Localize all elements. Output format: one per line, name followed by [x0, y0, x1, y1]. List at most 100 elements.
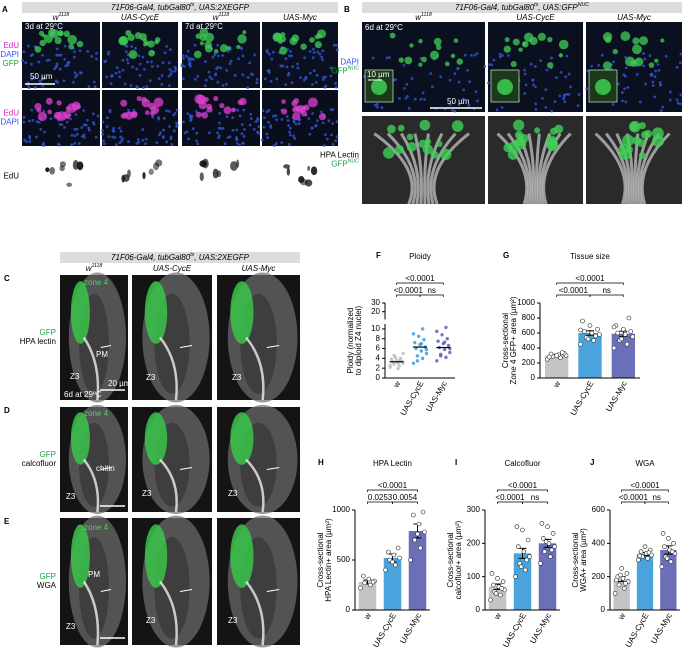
data-point [615, 330, 621, 336]
data-point [390, 559, 395, 565]
nucleus [287, 54, 291, 58]
nucleus [111, 135, 115, 139]
data-point [488, 597, 493, 603]
nucleus [297, 122, 301, 126]
edu-spot [49, 167, 56, 175]
nucleus [500, 106, 504, 109]
nucleus [186, 112, 190, 115]
micrograph [362, 116, 485, 205]
data-point [664, 556, 670, 561]
nucleus [141, 128, 145, 131]
cell [629, 121, 641, 133]
cell [318, 113, 326, 121]
row-label: DAPI [0, 118, 19, 127]
nucleus [308, 49, 312, 53]
cell [547, 36, 553, 43]
y-tick-label: 4 [376, 353, 381, 362]
nucleus [124, 50, 128, 54]
nucleus [292, 134, 296, 138]
nucleus [142, 86, 145, 89]
nucleus [59, 53, 63, 57]
nucleus [135, 67, 139, 71]
inset-cell [497, 79, 513, 95]
nucleus [109, 82, 113, 86]
nucleus [132, 108, 136, 112]
nucleus [231, 116, 235, 120]
data-point [420, 327, 425, 331]
nucleus [33, 85, 37, 89]
nucleus [642, 64, 646, 68]
y-tick-label: 400 [592, 538, 606, 547]
arrow [100, 467, 112, 470]
annotation: Z3 [70, 372, 80, 381]
bar [513, 553, 532, 610]
nucleus [257, 131, 261, 135]
panel-header-part: ts [534, 2, 538, 8]
nucleus [285, 65, 289, 69]
nucleus [118, 70, 121, 74]
column-label: UAS-CycE [121, 13, 160, 22]
cell [314, 41, 322, 49]
nucleus [261, 109, 265, 113]
nucleus [25, 140, 29, 144]
nucleus [577, 93, 581, 96]
nucleus [274, 142, 278, 145]
nucleus [219, 126, 223, 130]
cell [409, 43, 414, 48]
cell [660, 38, 665, 43]
nucleus [314, 124, 318, 127]
cell [237, 34, 247, 44]
column-label-part: UAS-Myc [283, 13, 317, 22]
micrograph [22, 90, 100, 147]
nucleus [265, 110, 269, 114]
edu-spot [45, 167, 50, 173]
data-point [645, 556, 650, 561]
nucleus [321, 121, 325, 125]
nucleus [219, 66, 223, 70]
annotation: zone 4 [84, 409, 109, 418]
data-point [611, 345, 617, 351]
data-point [545, 524, 550, 529]
timepoint: 3d at 29°C [25, 22, 63, 31]
lectin-strand [432, 132, 470, 205]
data-point [442, 340, 447, 344]
data-point [412, 537, 418, 543]
nucleus [207, 70, 211, 74]
micrograph [22, 148, 100, 205]
nucleus [185, 54, 188, 58]
p-value: <0.0001 [508, 481, 538, 490]
nucleus [284, 57, 288, 60]
cell [451, 120, 464, 132]
micrograph [217, 515, 300, 648]
x-tick-label: UAS-CycE [501, 612, 528, 650]
nucleus [144, 142, 147, 146]
nucleus [119, 129, 123, 133]
nucleus [335, 48, 339, 52]
nucleus [380, 106, 384, 110]
zone4 [70, 524, 90, 588]
scale-label: 10 µm [367, 70, 390, 79]
y-tick-label: 1000 [332, 505, 350, 514]
nucleus [311, 56, 315, 60]
nucleus [119, 135, 123, 139]
nucleus [555, 76, 558, 80]
data-point [547, 554, 553, 559]
data-point [397, 555, 402, 561]
nucleus [474, 90, 478, 94]
nucleus [189, 57, 193, 61]
cell [612, 48, 618, 55]
nucleus [195, 131, 199, 135]
nucleus [329, 66, 333, 70]
nucleus [53, 67, 57, 71]
cell [522, 41, 529, 48]
nucleus [249, 112, 253, 116]
cell [203, 96, 209, 103]
nucleus [410, 77, 414, 80]
nucleus [169, 48, 172, 51]
edu-spot [230, 161, 238, 171]
nucleus [138, 73, 142, 77]
cell [513, 119, 525, 131]
data-point [621, 326, 626, 332]
cell [199, 34, 207, 42]
nucleus [225, 82, 228, 86]
